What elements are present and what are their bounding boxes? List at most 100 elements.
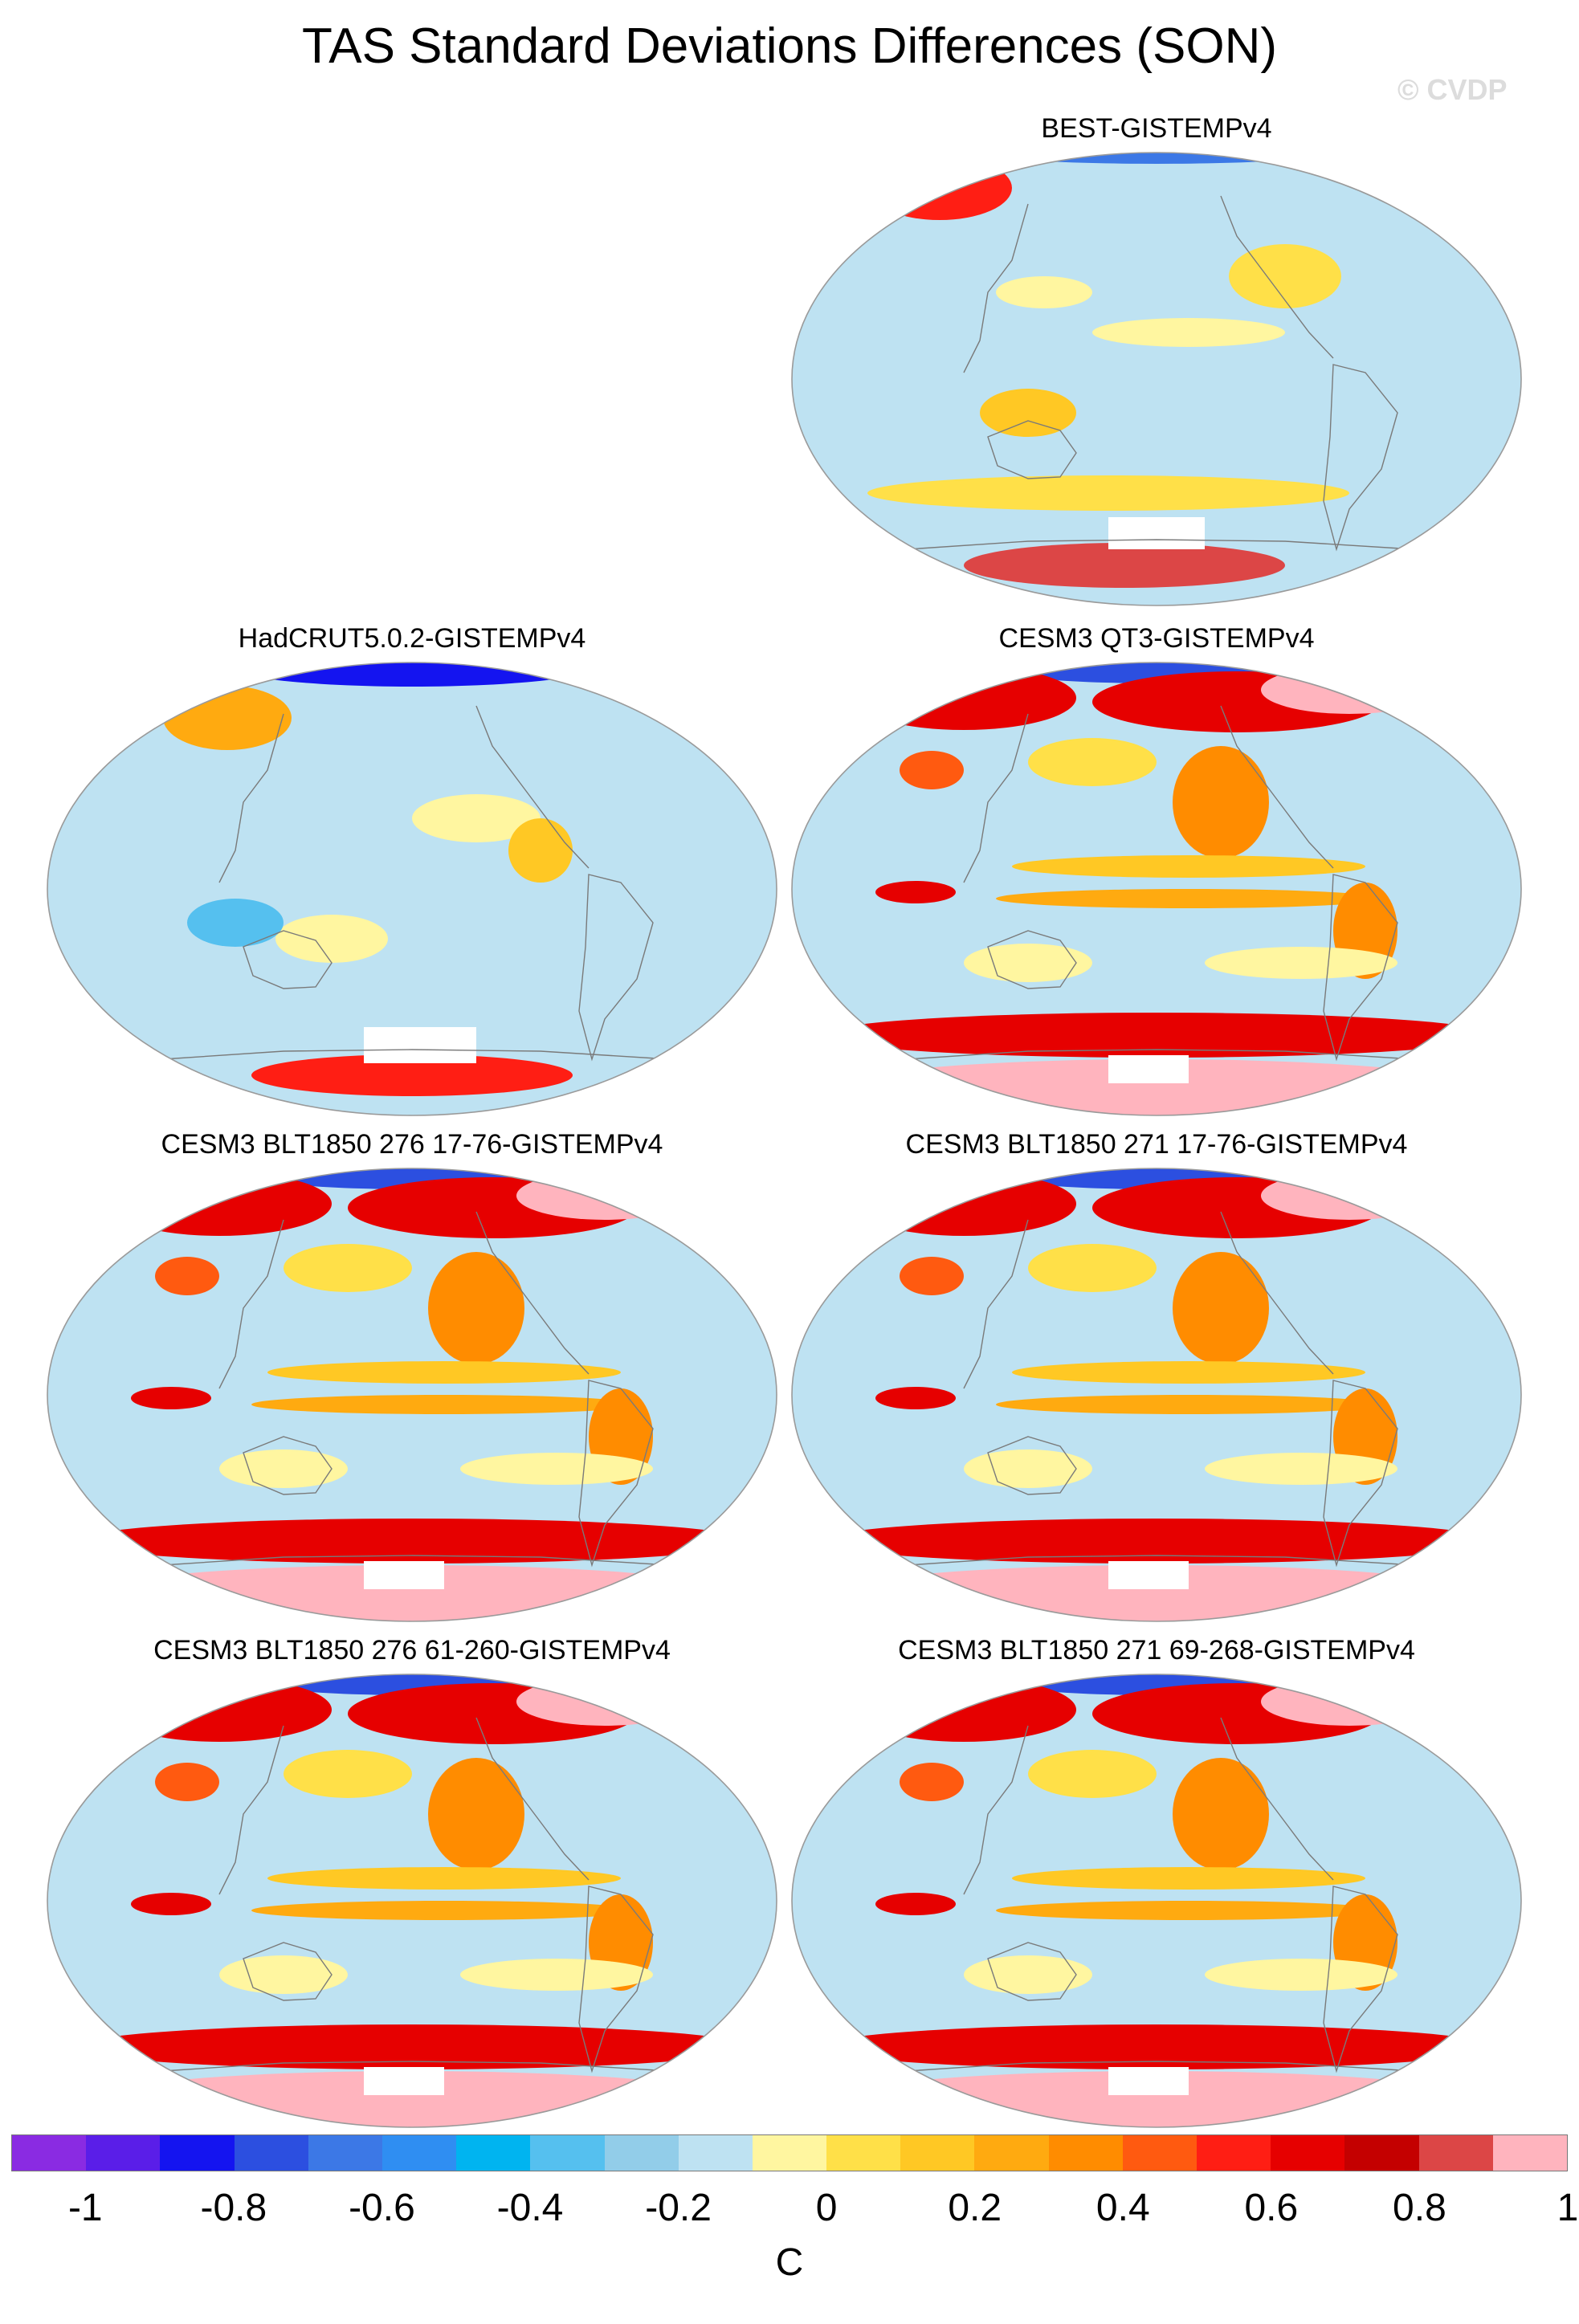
map-blt1850-271-17-76 — [791, 1168, 1522, 1622]
equatorial-pacific-positive — [1012, 1867, 1365, 1890]
colorbar-swatch — [1197, 2135, 1271, 2171]
missing-data — [364, 1027, 476, 1063]
field-patch — [875, 1387, 956, 1409]
field-patch — [900, 1763, 964, 1801]
coastline — [162, 2061, 670, 2072]
colorbar-tick-label: -1 — [67, 2187, 103, 2229]
colorbar-tick-label: 0.2 — [948, 2187, 1002, 2229]
colorbar-swatch — [604, 2135, 679, 2171]
high-latitude-positive — [851, 666, 1076, 730]
coastline — [963, 713, 1029, 883]
coastline — [243, 1436, 333, 1495]
field-patch — [284, 1244, 412, 1292]
colorbar-swatch — [234, 2135, 308, 2171]
high-latitude-positive — [1261, 1678, 1438, 1726]
equatorial-pacific-positive — [267, 1361, 621, 1384]
field-patch — [1028, 1750, 1157, 1798]
map-blt1850-276-61-260 — [47, 1674, 777, 2128]
coastline — [907, 1555, 1414, 1566]
arctic-negative — [219, 663, 605, 687]
field-patch — [460, 1453, 653, 1485]
missing-data — [364, 1561, 444, 1589]
coastline — [963, 1725, 1029, 1895]
colorbar-tick-label: 0.8 — [1393, 2187, 1446, 2229]
map-outline — [791, 1674, 1522, 2128]
coastline — [907, 2061, 1414, 2072]
coastline — [1323, 364, 1398, 552]
coastline — [963, 203, 1029, 373]
coastline — [1220, 195, 1334, 359]
colorbar-units: C — [775, 2241, 804, 2284]
high-latitude-positive — [1261, 1172, 1438, 1220]
coastline — [243, 930, 333, 989]
coastline — [578, 1886, 654, 2073]
missing-data — [1108, 517, 1205, 549]
southern-ocean-positive — [819, 1013, 1494, 1058]
antarctic-positive — [251, 1054, 573, 1096]
colorbar — [11, 2134, 1568, 2171]
colorbar-swatch — [1492, 2135, 1567, 2171]
field-patch — [1205, 1453, 1397, 1485]
colorbar-swatch — [456, 2135, 531, 2171]
coastline — [218, 1725, 284, 1895]
field-patch — [1205, 947, 1397, 979]
coastline — [162, 1555, 670, 1566]
coastline — [963, 1219, 1029, 1389]
colorbar-swatch — [1048, 2135, 1123, 2171]
coastline — [475, 705, 590, 869]
copyright-mark: © CVDP — [1397, 73, 1508, 106]
high-latitude-positive — [851, 1678, 1076, 1742]
siberia-positive — [867, 156, 1012, 220]
north-pacific-positive — [428, 1758, 524, 1870]
field-patch — [964, 944, 1092, 982]
field-patch — [996, 276, 1092, 308]
panel-title: HadCRUT5.0.2-GISTEMPv4 — [238, 623, 586, 654]
coastline — [907, 539, 1414, 550]
map-panel-blt1850-276-17-76: CESM3 BLT1850 276 17-76-GISTEMPv4 — [43, 1128, 781, 1626]
map-panel-best: BEST-GISTEMPv4 — [787, 112, 1526, 610]
colorbar-tick-label: 0.4 — [1096, 2187, 1150, 2229]
coastline — [218, 1219, 284, 1389]
coastline — [475, 1717, 590, 1881]
colorbar-swatch — [826, 2135, 901, 2171]
field-patch — [155, 1257, 219, 1295]
north-pacific-positive — [1173, 1758, 1269, 1870]
high-latitude-positive — [107, 1678, 332, 1742]
map-blt1850-276-17-76 — [47, 1168, 777, 1622]
coastline — [578, 1380, 654, 1568]
map-panel-blt1850-271-69-268: CESM3 BLT1850 271 69-268-GISTEMPv4 — [787, 1634, 1526, 2132]
colorbar-swatch — [12, 2135, 87, 2171]
panel-title: CESM3 BLT1850 271 17-76-GISTEMPv4 — [905, 1129, 1408, 1160]
colorbar-swatch — [160, 2135, 235, 2171]
field-patch — [980, 389, 1076, 437]
equatorial-pacific-positive — [996, 889, 1381, 908]
field-patch — [187, 899, 284, 947]
coastline — [1323, 1886, 1398, 2073]
colorbar-swatch — [1418, 2135, 1493, 2171]
field-patch — [460, 1959, 653, 1991]
field-patch — [900, 1257, 964, 1295]
equatorial-pacific-positive — [251, 1901, 637, 1920]
coastline — [1323, 874, 1398, 1062]
panel-title: CESM3 QT3-GISTEMPv4 — [998, 623, 1315, 654]
equatorial-pacific-positive — [996, 1395, 1381, 1414]
panel-title: CESM3 BLT1850 276 61-260-GISTEMPv4 — [153, 1635, 671, 1666]
colorbar-swatch — [900, 2135, 975, 2171]
coastline — [1220, 705, 1334, 869]
colorbar-swatch — [1344, 2135, 1419, 2171]
high-latitude-positive — [851, 1172, 1076, 1236]
high-latitude-positive — [516, 1172, 693, 1220]
colorbar-tick-label: -0.2 — [645, 2187, 712, 2229]
map-outline — [791, 662, 1522, 1116]
field-patch — [219, 1955, 348, 1994]
field-patch — [131, 1893, 211, 1915]
map-outline — [47, 1674, 777, 2128]
colorbar-swatch — [381, 2135, 457, 2171]
equatorial-pacific-positive — [251, 1395, 637, 1414]
coastline — [987, 1942, 1077, 2001]
map-hadcrut-gistemp — [47, 662, 777, 1116]
field-patch — [131, 1387, 211, 1409]
panel-title: CESM3 BLT1850 276 17-76-GISTEMPv4 — [161, 1129, 663, 1160]
field-patch — [219, 1449, 348, 1488]
equatorial-pacific-positive — [1012, 855, 1365, 878]
